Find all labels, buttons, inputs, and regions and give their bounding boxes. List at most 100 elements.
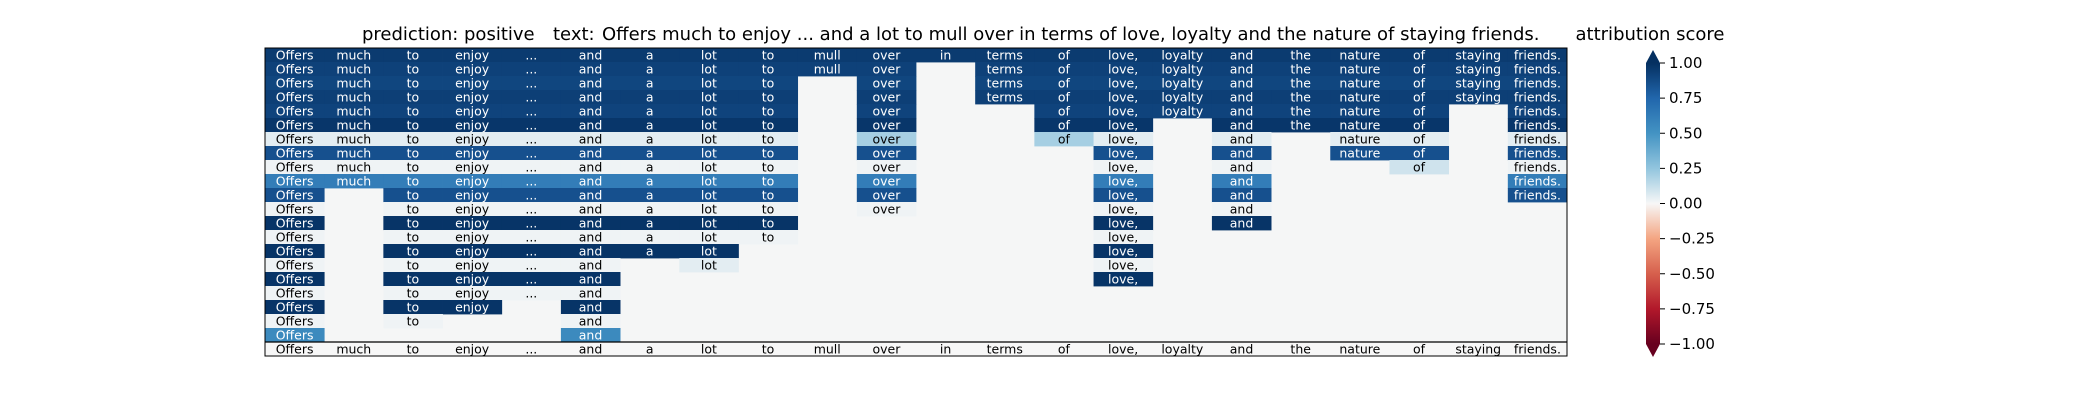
token-label: staying bbox=[1455, 76, 1501, 91]
heatmap-cell bbox=[442, 216, 503, 231]
heatmap-cell bbox=[1507, 76, 1568, 91]
token-label: in bbox=[940, 48, 951, 63]
token-label: Offers bbox=[276, 188, 314, 203]
heatmap-cell bbox=[1507, 132, 1568, 147]
heatmap-cell bbox=[1093, 202, 1154, 217]
token-label: Offers bbox=[276, 48, 314, 63]
token-label: of bbox=[1413, 160, 1426, 175]
token-label: and bbox=[579, 300, 603, 315]
token-label: of bbox=[1413, 118, 1426, 133]
heatmap-cell bbox=[442, 76, 503, 91]
heatmap-cell bbox=[560, 104, 621, 119]
heatmap-cell bbox=[324, 104, 384, 119]
heatmap-cell bbox=[1211, 174, 1272, 189]
token-label: and bbox=[579, 342, 603, 357]
token-label: terms bbox=[987, 90, 1023, 105]
heatmap-cell bbox=[501, 216, 562, 231]
heatmap-cell bbox=[501, 230, 562, 245]
token-label: ... bbox=[525, 76, 537, 91]
token-label: and bbox=[579, 202, 603, 217]
heatmap-cell bbox=[856, 90, 917, 105]
heatmap-cell bbox=[1448, 90, 1509, 105]
heatmap-cell bbox=[679, 146, 739, 161]
heatmap-cell bbox=[560, 258, 621, 273]
token-label: over bbox=[872, 188, 901, 203]
token-label: lot bbox=[701, 132, 717, 147]
heatmap-cell bbox=[442, 62, 503, 77]
token-label: loyalty bbox=[1161, 62, 1204, 77]
heatmap-cell bbox=[620, 76, 680, 91]
heatmap-cell bbox=[265, 300, 325, 315]
token-label: much bbox=[336, 174, 371, 189]
token-label: ... bbox=[525, 104, 537, 119]
token-label: ... bbox=[525, 160, 537, 175]
token-label: ... bbox=[525, 258, 537, 273]
token-label: ... bbox=[525, 230, 537, 245]
heatmap-cell bbox=[1211, 188, 1272, 203]
heatmap-cell bbox=[560, 328, 621, 343]
token-label: and bbox=[1230, 104, 1254, 119]
heatmap-cell bbox=[383, 62, 443, 77]
token-label: lot bbox=[701, 342, 717, 357]
token-label: Offers bbox=[276, 258, 314, 273]
heatmap-cell bbox=[383, 146, 443, 161]
colorbar-ticks: 1.00 0.75 0.50 0.25 0.00 −0.25 −0.50 −0.75 −1.00 bbox=[1660, 54, 1715, 353]
token-label: a bbox=[646, 174, 654, 189]
heatmap-cell bbox=[1271, 104, 1331, 119]
colorbar-gradient bbox=[1646, 63, 1660, 344]
token-label: and bbox=[1230, 160, 1254, 175]
token-label: a bbox=[646, 118, 654, 133]
token-label: of bbox=[1058, 48, 1071, 63]
heatmap-cell bbox=[324, 146, 384, 161]
attribution-heatmap: Offers much to enjoy... and a lot to mull over in t… bbox=[264, 47, 1568, 357]
token-label: staying bbox=[1455, 342, 1501, 357]
heatmap-cell bbox=[1271, 62, 1331, 77]
heatmap-cell bbox=[560, 314, 621, 329]
token-label: over bbox=[872, 202, 901, 217]
heatmap-cell bbox=[856, 146, 917, 161]
heatmap-cell bbox=[383, 272, 443, 287]
heatmap-cell bbox=[620, 342, 680, 357]
token-label: Offers bbox=[276, 244, 314, 259]
heatmap-cell bbox=[738, 132, 799, 147]
token-label: a bbox=[646, 132, 654, 147]
heatmap-cell bbox=[560, 244, 621, 259]
token-label: enjoy bbox=[455, 62, 490, 77]
heatmap-cell bbox=[265, 76, 325, 91]
heatmap-cell bbox=[324, 76, 384, 91]
token-label: to bbox=[762, 132, 775, 147]
heatmap-cell bbox=[442, 342, 503, 357]
token-label: lot bbox=[701, 48, 717, 63]
heatmap-cell bbox=[1389, 118, 1450, 133]
token-label: terms bbox=[987, 62, 1023, 77]
heatmap-cell bbox=[620, 48, 680, 63]
token-label: to bbox=[407, 160, 420, 175]
colorbar-tick-label: −1.00 bbox=[1669, 335, 1715, 353]
token-label: to bbox=[762, 118, 775, 133]
heatmap-cell bbox=[679, 132, 739, 147]
heatmap-cell bbox=[560, 146, 621, 161]
heatmap-cell bbox=[560, 76, 621, 91]
token-label: the bbox=[1290, 90, 1311, 105]
heatmap-cell bbox=[1034, 118, 1094, 133]
token-label: to bbox=[407, 300, 420, 315]
heatmap-cell bbox=[738, 188, 799, 203]
token-label: ... bbox=[525, 118, 537, 133]
heatmap-cell bbox=[1330, 90, 1390, 105]
token-label: lot bbox=[701, 76, 717, 91]
heatmap-cell bbox=[501, 342, 562, 357]
heatmap-cell bbox=[856, 76, 917, 91]
heatmap-cell bbox=[975, 342, 1035, 357]
token-label: Offers bbox=[276, 216, 314, 231]
heatmap-cell bbox=[738, 342, 799, 357]
heatmap-cell bbox=[1271, 118, 1331, 133]
heatmap-cell bbox=[501, 62, 562, 77]
token-label: to bbox=[762, 48, 775, 63]
token-label: friends. bbox=[1514, 104, 1561, 119]
heatmap-cell bbox=[1507, 188, 1568, 203]
token-label: love, bbox=[1108, 104, 1138, 119]
heatmap-cell bbox=[1093, 62, 1154, 77]
heatmap-cell bbox=[383, 188, 443, 203]
colorbar-tick-label: 0.25 bbox=[1669, 159, 1702, 177]
token-label: a bbox=[646, 188, 654, 203]
